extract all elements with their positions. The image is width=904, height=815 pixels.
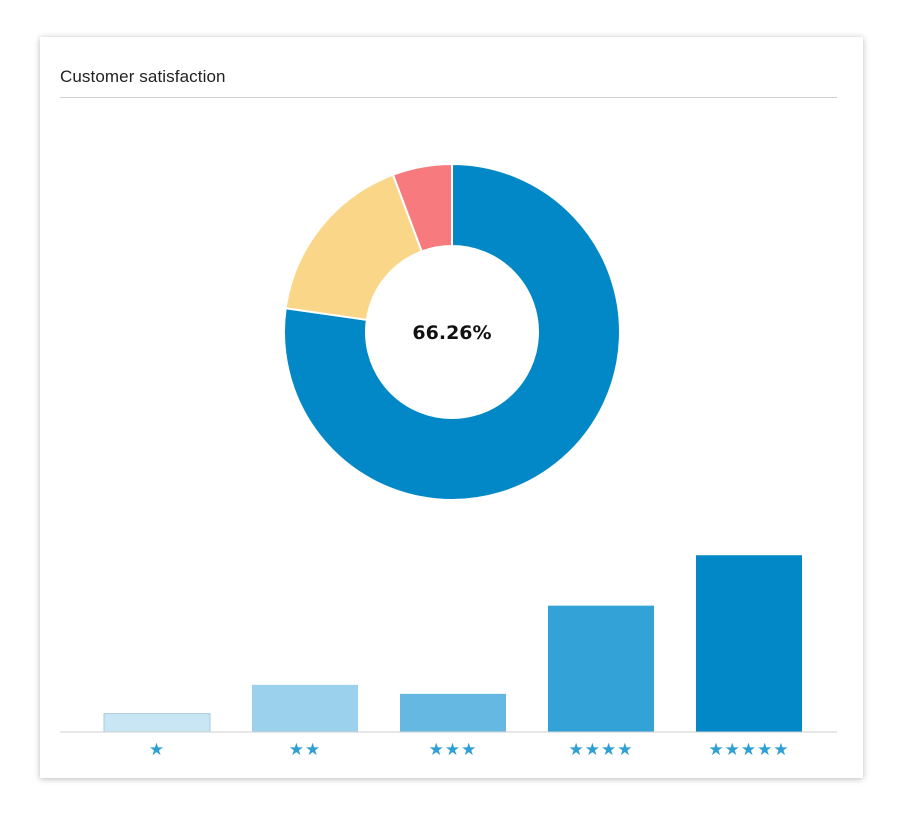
donut-slice-3[interactable] (391, 162, 453, 253)
bar-label-4-stars: ★★★★ (569, 740, 634, 760)
chart-canvas: 66.26% ★ ★★ ★★★ ★★★★ ★★★★★ (60, 162, 837, 760)
card-title: Customer satisfaction (60, 67, 226, 86)
donut-slice-1[interactable] (283, 162, 621, 501)
bar-4-stars[interactable] (548, 605, 654, 732)
bar-label-2-stars: ★★ (289, 740, 321, 760)
bar-chart (103, 555, 802, 733)
bar-label-5-stars: ★★★★★ (708, 740, 789, 760)
donut-center-label: 66.26% (412, 322, 491, 344)
bar-1-stars[interactable] (103, 713, 211, 733)
bar-5-stars[interactable] (696, 555, 802, 732)
bar-category-labels: ★ ★★ ★★★ ★★★★ ★★★★★ (149, 740, 789, 760)
bar-label-1-stars: ★ (149, 740, 165, 760)
donut-slice-2[interactable] (284, 173, 424, 321)
bar-label-3-stars: ★★★ (429, 740, 478, 760)
title-divider (60, 97, 837, 98)
satisfaction-card: Customer satisfaction 66.26% ★ ★★ ★★★ ★★★★ ★… (40, 37, 863, 778)
bar-3-stars[interactable] (400, 693, 506, 732)
bar-2-stars[interactable] (252, 684, 358, 732)
donut-chart (283, 162, 621, 501)
